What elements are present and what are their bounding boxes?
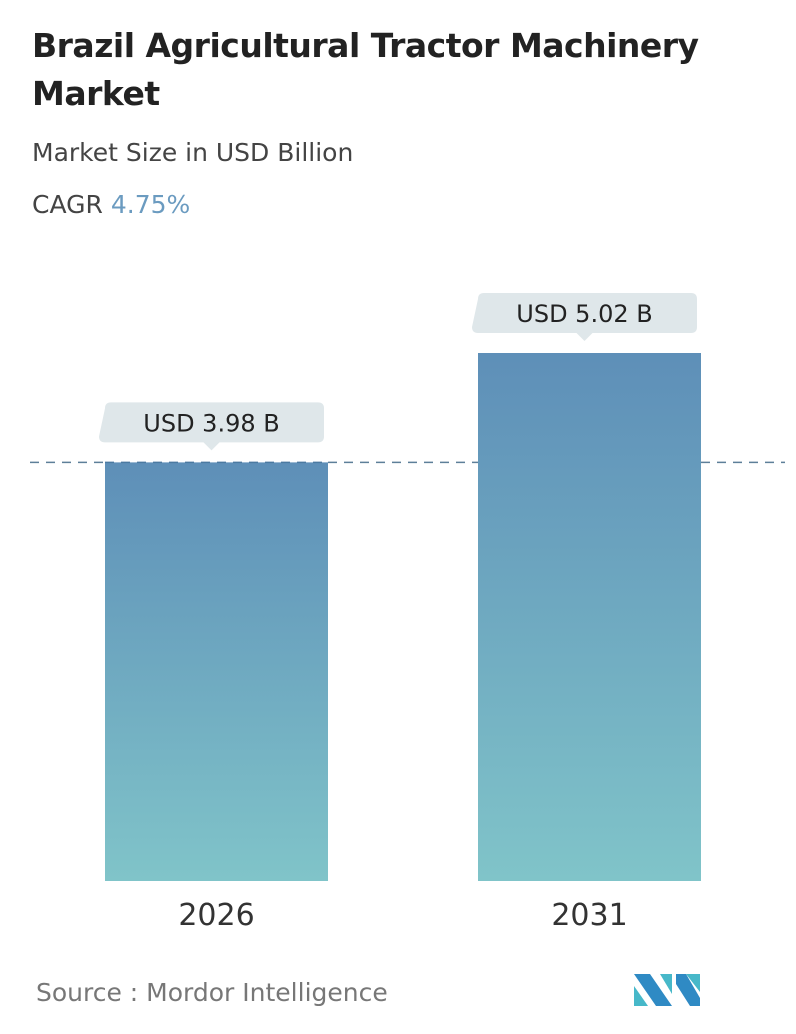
bar-chart: USD 3.98 B 2026 USD 5.02 B 2031 [30,293,785,933]
mordor-logo [634,974,700,1006]
bar [105,462,328,881]
x-tick-label: 2026 [178,898,254,933]
cagr-label: CAGR [32,190,103,219]
data-label-callout [99,402,324,451]
data-label: USD 3.98 B [143,409,279,437]
source-text: Source : Mordor Intelligence [36,978,388,1007]
data-label-callout [472,293,697,341]
chart-subtitle: Market Size in USD Billion [32,138,354,167]
data-label: USD 5.02 B [516,300,652,328]
x-tick-label: 2031 [551,898,627,933]
cagr-value: 4.75% [110,190,191,219]
bar [478,353,701,881]
chart-title: Brazil Agricultural Tractor Machinery Ma… [32,26,699,113]
cagr: CAGR 4.75% [32,190,190,219]
